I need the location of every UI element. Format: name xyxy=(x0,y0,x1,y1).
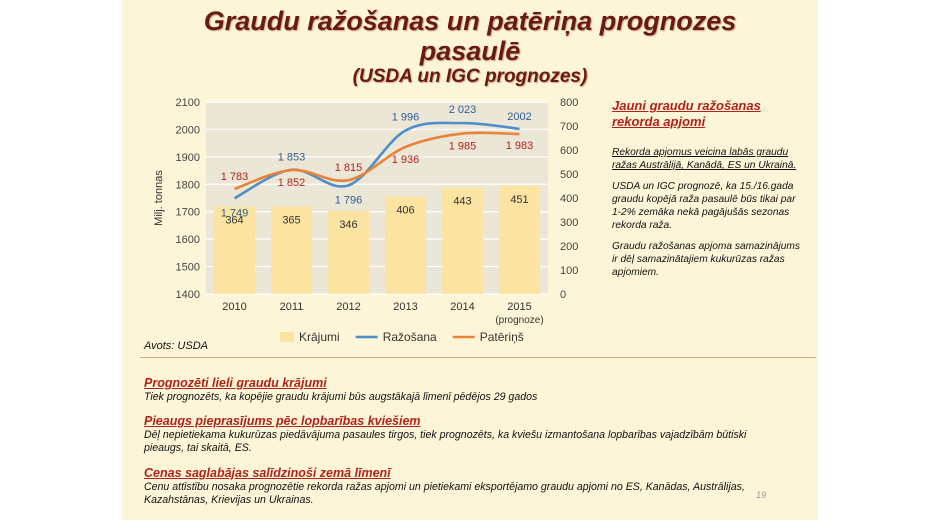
bar-value-label: 346 xyxy=(339,219,357,231)
slide-title-line2: pasaulē xyxy=(419,36,521,66)
data-label: 1 853 xyxy=(278,152,306,164)
right-panel-p2: USDA un IGC prognozē, ka 15./16.gada gra… xyxy=(612,181,796,231)
legend-label: Patēriņš xyxy=(480,330,524,344)
chart-svg: 1400 1500 1600 1700 1800 1900 2000 2100 0 100 200 3… xyxy=(153,97,578,344)
y-left-tick-label: 1700 xyxy=(176,207,200,219)
x-tick-sublabel: (prognoze) xyxy=(495,315,543,326)
data-label: 1 815 xyxy=(335,162,363,174)
y-left-tick-label: 1800 xyxy=(176,179,200,191)
bar-2010 xyxy=(213,206,256,294)
y-axis-label: Milj. tonnas xyxy=(153,170,165,226)
divider xyxy=(140,357,816,358)
data-label: 1 996 xyxy=(392,112,420,124)
y-right-tick-label: 800 xyxy=(560,97,578,109)
y-right-tick-label: 700 xyxy=(560,121,578,133)
section-heading: Pieaugs pieprasījums pēc lopbarības kvie… xyxy=(144,414,421,428)
bar-value-label: 451 xyxy=(510,194,528,206)
section-stocks: Prognozēti lieli graudu krājumi Tiek pro… xyxy=(144,376,784,404)
y-left-tick-label: 2100 xyxy=(176,97,200,109)
data-label: 1 783 xyxy=(221,171,249,183)
right-panel-p1: Rekorda apjomus veicina labās graudu raž… xyxy=(612,147,797,171)
bar-value-label: 443 xyxy=(453,196,471,208)
y-left-tick-label: 1600 xyxy=(176,234,200,246)
bar-2013 xyxy=(384,196,427,294)
slide-subtitle: (USDA un IGC prognozes) xyxy=(352,66,588,87)
data-label: 2002 xyxy=(507,111,531,123)
y-right-tick-label: 200 xyxy=(560,241,578,253)
data-label: 2 023 xyxy=(449,104,477,116)
source-note: Avots: USDA xyxy=(144,340,208,352)
grain-chart: 1400 1500 1600 1700 1800 1900 2000 2100 0 100 200 3… xyxy=(146,92,610,354)
data-label: 1 936 xyxy=(392,154,420,166)
y-right-tick-label: 600 xyxy=(560,145,578,157)
y-right-tick-label: 0 xyxy=(560,289,566,301)
data-label: 1 796 xyxy=(335,194,363,206)
data-label: 1 749 xyxy=(221,207,249,219)
bar-2012 xyxy=(327,210,370,294)
slide-title: Graudu ražošanas un patēriņa prognozes xyxy=(203,6,737,36)
x-tick-label: 2013 xyxy=(393,301,417,313)
bar-2011 xyxy=(270,206,313,294)
section-prices: Cenas saglabājas salīdzinoši zemā līmenī… xyxy=(144,466,784,507)
y-left-tick-label: 2000 xyxy=(176,124,200,136)
page-number: 19 xyxy=(756,490,767,500)
bar-2014 xyxy=(441,187,484,294)
section-body: Tiek prognozēts, ka kopējie graudu krāju… xyxy=(144,391,538,403)
bar-value-label: 406 xyxy=(396,205,414,217)
bar-value-label: 365 xyxy=(282,214,300,226)
right-panel-p3: Graudu ražošanas apjoma samazinājums ir … xyxy=(612,241,800,278)
plot-area xyxy=(206,102,548,294)
section-heading: Cenas saglabājas salīdzinoši zemā līmenī xyxy=(144,466,391,480)
x-tick-label: 2012 xyxy=(336,301,360,313)
legend-label: Krājumi xyxy=(299,330,340,344)
right-panel-heading: Jauni graudu ražošanas rekorda apjomi xyxy=(612,98,761,129)
legend-swatch xyxy=(280,332,294,342)
y-right-tick-label: 100 xyxy=(560,265,578,277)
x-tick-label: 2014 xyxy=(450,301,474,313)
x-tick-label: 2011 xyxy=(280,301,304,313)
section-body: Dēļ nepietiekama kukurūzas piedāvājuma p… xyxy=(144,429,747,454)
y-left-tick-label: 1900 xyxy=(176,152,200,164)
x-tick-label: 2010 xyxy=(222,301,246,313)
data-label: 1 852 xyxy=(278,177,306,189)
y-left-tick-label: 1400 xyxy=(176,289,200,301)
section-body: Cenu attīstību nosaka prognozētie rekord… xyxy=(144,481,745,506)
bar-2015 xyxy=(498,185,541,294)
section-heading: Prognozēti lieli graudu krājumi xyxy=(144,376,327,390)
y-left-tick-label: 1500 xyxy=(176,262,200,274)
y-right-tick-label: 300 xyxy=(560,217,578,229)
right-panel: Jauni graudu ražošanas rekorda apjomi Re… xyxy=(612,98,802,287)
y-right-tick-label: 400 xyxy=(560,193,578,205)
slide: Graudu ražošanas un patēriņa prognozes p… xyxy=(122,0,818,520)
section-feed-wheat: Pieaugs pieprasījums pēc lopbarības kvie… xyxy=(144,414,784,455)
data-label: 1 983 xyxy=(506,140,534,152)
legend-label: Ražošana xyxy=(383,330,437,344)
series-line-Patēriņš xyxy=(234,131,520,191)
data-label: 1 985 xyxy=(449,141,477,153)
y-right-tick-label: 500 xyxy=(560,169,578,181)
x-tick-label: 2015 xyxy=(507,301,531,313)
bar-value-label: 364 xyxy=(225,215,243,227)
